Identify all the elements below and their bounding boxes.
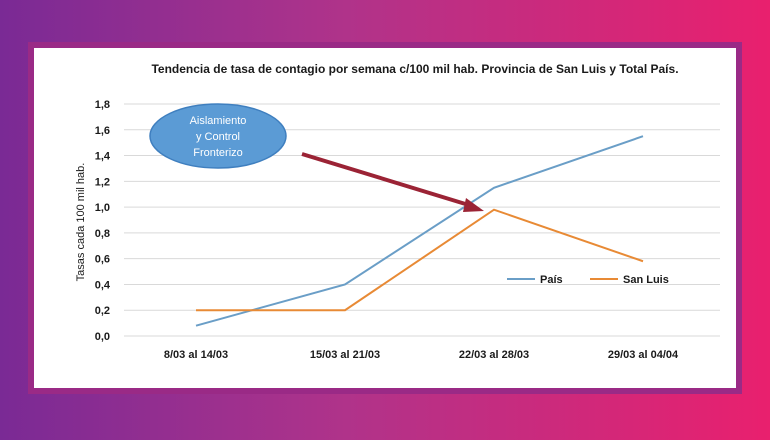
annotation: Aislamiento y Control Fronterizo xyxy=(149,103,484,212)
y-tick-label: 1,2 xyxy=(95,176,110,188)
series-line-pais xyxy=(195,135,644,327)
y-tick-labels: 0,0 0,2 0,4 0,6 0,8 1,0 1,2 1,4 1,6 1,8 xyxy=(95,99,111,343)
y-axis-label: Tasas cada 100 mil hab. xyxy=(75,163,87,282)
y-tick-label: 0,6 xyxy=(95,254,110,266)
annotation-arrow xyxy=(301,152,473,208)
series-line-san-luis xyxy=(196,208,644,312)
chart-title: Tendencia de tasa de contagio por semana… xyxy=(151,62,678,76)
y-tick-label: 0,4 xyxy=(95,279,111,291)
x-tick-label: 15/03 al 21/03 xyxy=(310,349,380,361)
chart-card xyxy=(34,48,736,388)
series-lines xyxy=(195,135,644,327)
legend-label-san-luis: San Luis xyxy=(623,274,669,286)
y-tick-label: 1,8 xyxy=(95,99,110,111)
x-tick-label: 8/03 al 14/03 xyxy=(164,349,228,361)
x-tick-label: 22/03 al 28/03 xyxy=(459,349,529,361)
annotation-line-2: y Control xyxy=(196,131,240,143)
y-tick-label: 1,4 xyxy=(95,151,111,163)
y-tick-label: 1,0 xyxy=(95,202,110,214)
y-tick-label: 0,8 xyxy=(95,228,110,240)
legend: País San Luis xyxy=(507,274,669,286)
x-tick-label: 29/03 al 04/04 xyxy=(608,349,679,361)
y-tick-label: 0,0 xyxy=(95,331,110,343)
y-tick-label: 1,6 xyxy=(95,125,110,137)
legend-label-pais: País xyxy=(540,274,563,286)
annotation-arrow-head xyxy=(463,198,484,212)
annotation-bubble xyxy=(149,103,287,169)
x-tick-labels: 8/03 al 14/03 15/03 al 21/03 22/03 al 28/0… xyxy=(164,349,679,361)
y-tick-label: 0,2 xyxy=(95,305,110,317)
annotation-line-3: Fronterizo xyxy=(193,147,243,159)
annotation-line-1: Aislamiento xyxy=(190,115,247,127)
